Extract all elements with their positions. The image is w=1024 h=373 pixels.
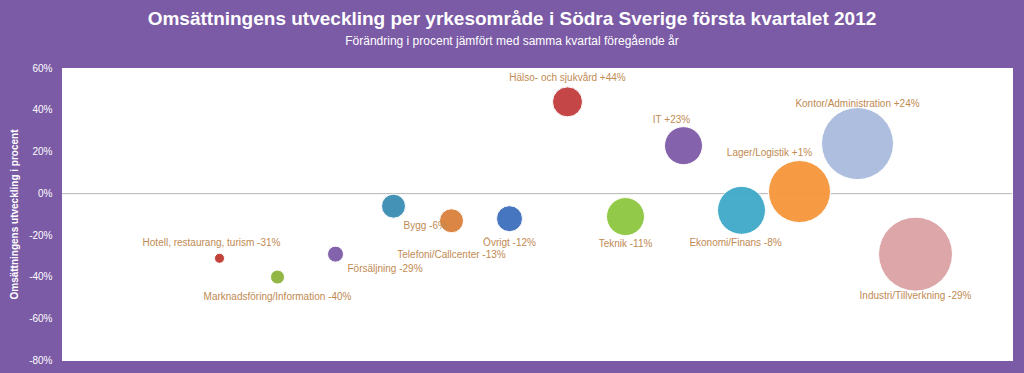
html-text:Förändring i procent jämfört m: Förändring i procent jämfört med samma k… [345, 34, 679, 48]
svg-text:Marknadsföring/Information -40: Marknadsföring/Information -40% [204, 291, 352, 302]
svg-text:IT +23%: IT +23% [653, 114, 690, 125]
svg-text:40%: 40% [32, 104, 52, 115]
svg-text:Bygg -6%: Bygg -6% [404, 220, 447, 231]
svg-text:Teknik -11%: Teknik -11% [599, 238, 653, 249]
svg-text:-60%: -60% [29, 313, 52, 324]
svg-text:Övrigt -12%: Övrigt -12% [483, 237, 536, 248]
svg-text:Omsättningens utveckling i pro: Omsättningens utveckling i procent [9, 129, 20, 300]
svg-text:Kontor/Administration +24%: Kontor/Administration +24% [795, 98, 919, 109]
svg-text:0%: 0% [38, 188, 53, 199]
svg-text:Telefoni/Callcenter -13%: Telefoni/Callcenter -13% [397, 249, 505, 260]
svg-text:20%: 20% [32, 146, 52, 157]
svg-text:Försäljning -29%: Försäljning -29% [348, 263, 423, 274]
svg-text:Hälso- och sjukvård +44%: Hälso- och sjukvård +44% [509, 72, 626, 83]
svg-text:Ekonomi/Finans -8%: Ekonomi/Finans -8% [689, 237, 781, 248]
svg-text:Lager/Logistik +1%: Lager/Logistik +1% [727, 147, 812, 158]
svg-text:Industri/Tillverkning -29%: Industri/Tillverkning -29% [860, 290, 972, 301]
svg-text:-20%: -20% [29, 230, 52, 241]
svg-text:-40%: -40% [29, 271, 52, 282]
html-text:Omsättningens utveckling per y: Omsättningens utveckling per yrkesområde… [147, 8, 877, 29]
svg-text:Hotell, restaurang, turism -31: Hotell, restaurang, turism -31% [143, 237, 281, 248]
svg-text:60%: 60% [32, 63, 52, 74]
svg-text:-80%: -80% [29, 355, 52, 366]
